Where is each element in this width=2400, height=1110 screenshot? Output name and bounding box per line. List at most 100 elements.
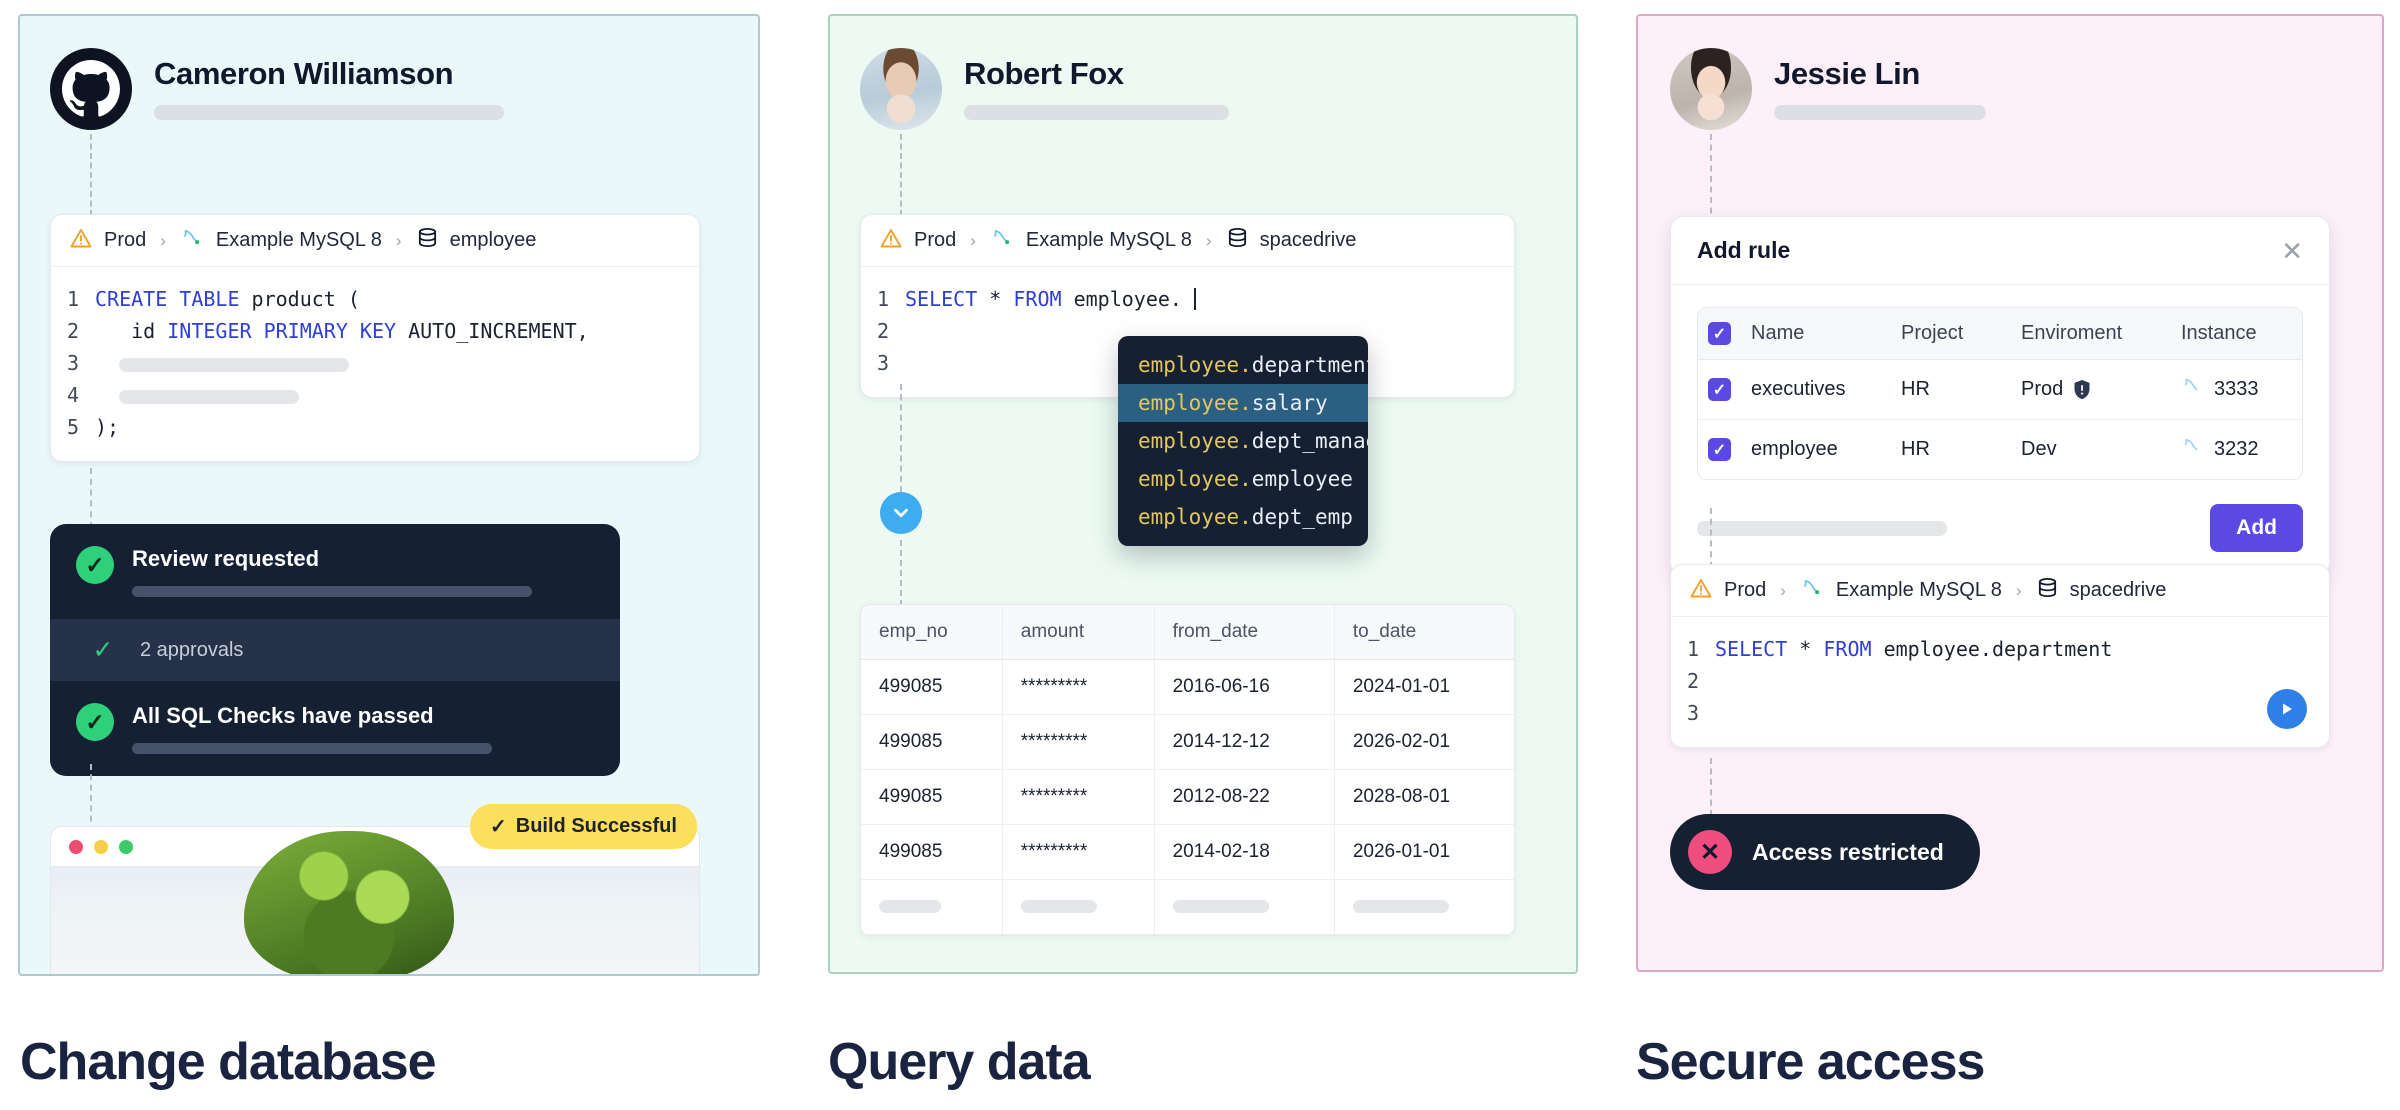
code-skeleton [95,347,350,379]
cell-name: executives [1741,359,1891,420]
dialog-title: Add rule [1697,237,1791,263]
connector-line [1710,758,1712,816]
checkbox-checked-icon[interactable]: ✓ [1708,438,1731,461]
breadcrumb-env[interactable]: Prod [1724,579,1767,601]
column-header-name[interactable]: Name [1741,308,1891,360]
caption-query-data: Query data [828,1033,1091,1091]
user-subtitle-placeholder [154,105,504,120]
code-text: CREATE TABLE product ( [95,287,360,311]
breadcrumb-database[interactable]: employee [449,229,537,251]
chevron-down-icon[interactable] [880,492,922,534]
line-number: 1 [1686,637,1699,661]
autocomplete-option-selected[interactable]: employee.salary [1118,384,1368,422]
instance-port: 3333 [2214,378,2259,400]
preview-browser-window [50,826,700,974]
cell-to-date: 2026-01-01 [1334,824,1514,880]
table-row: 499085 ********* 2014-02-18 2026-01-01 [861,824,1514,880]
add-rule-dialog: Add rule ✕ ✓ Name Project Enviroment [1670,216,2330,577]
column-header-environment[interactable]: Enviroment [2011,308,2171,360]
user-subtitle-placeholder [964,105,1229,120]
user-name: Cameron Williamson [154,56,454,91]
line-number: 5 [66,415,79,439]
breadcrumb-separator: › [160,230,166,250]
breadcrumb-env[interactable]: Prod [914,229,957,251]
check-icon: ✓ [92,636,114,664]
select-all-cell[interactable]: ✓ [1698,308,1741,360]
sql-code-block[interactable]: 1 CREATE TABLE product ( 2 id INTEGER PRI… [51,267,699,461]
column-header[interactable]: emp_no [861,605,1003,660]
mysql-dolphin-icon [2181,435,2205,464]
close-icon[interactable]: ✕ [2281,235,2303,266]
checkbox-checked-icon[interactable]: ✓ [1708,378,1731,401]
column-header[interactable]: to_date [1334,605,1514,660]
sql-code-block[interactable]: 1 SELECT * FROM employee.department 2 3 [1671,617,2329,747]
cell-amount: ********* [1002,769,1155,825]
table-row-loading [861,879,1514,935]
breadcrumb-separator: › [970,230,976,250]
caption-secure-access: Secure access [1636,1033,1985,1091]
sql-code-block[interactable]: 1 SELECT * FROM employee. 2 3 [861,267,1514,397]
row-checkbox-cell[interactable]: ✓ [1698,359,1741,420]
review-status-card: ✓ Review requested ✓ 2 approvals ✓ All S… [50,524,620,776]
cell-project: HR [1891,359,2011,420]
autocomplete-option[interactable]: employee.dept_manager [1138,429,1368,453]
cell-skeleton [1154,879,1335,935]
rules-table[interactable]: ✓ Name Project Enviroment Instance ✓ [1697,307,2303,480]
review-detail-placeholder [132,586,532,597]
breadcrumb[interactable]: Prod › Example MySQL 8 › spacedrive [1671,565,2329,617]
connector-line [1710,508,1712,568]
row-checkbox-cell[interactable]: ✓ [1698,420,1741,480]
breadcrumb-env[interactable]: Prod [104,229,147,251]
window-close-dot[interactable] [69,839,83,854]
code-line: 3 [1671,697,2329,729]
user-name: Robert Fox [964,56,1124,91]
breadcrumb-database[interactable]: spacedrive [2069,579,2167,601]
table-header-row: emp_no amount from_date to_date [861,605,1514,660]
column-header-project[interactable]: Project [1891,308,2011,360]
approvals-label: 2 approvals [140,638,244,661]
cell-from-date: 2014-02-18 [1154,824,1335,880]
toast-label: Access restricted [1752,838,1944,865]
line-number: 2 [876,319,889,343]
breadcrumb-connection[interactable]: Example MySQL 8 [215,229,382,251]
column-header[interactable]: from_date [1154,605,1335,660]
mysql-dolphin-icon [180,226,205,256]
breadcrumb[interactable]: Prod › Example MySQL 8 › spacedrive [861,215,1514,267]
avatar [860,48,942,130]
tree-photo [244,831,455,974]
breadcrumb-database[interactable]: spacedrive [1259,229,1357,251]
autocomplete-option[interactable]: employee.employee [1138,467,1353,491]
column-header[interactable]: amount [1002,605,1155,660]
breadcrumb-connection[interactable]: Example MySQL 8 [1025,229,1192,251]
window-minimize-dot[interactable] [94,839,108,854]
code-text: SELECT * FROM employee.department [1715,637,2113,661]
breadcrumb-connection[interactable]: Example MySQL 8 [1835,579,2002,601]
warning-triangle-icon [1689,576,1713,606]
sql-editor-card: Prod › Example MySQL 8 › spacedrive 1 SEL… [860,214,1515,398]
review-row-requested: ✓ Review requested [50,524,620,619]
code-line: 2 id INTEGER PRIMARY KEY AUTO_INCREMENT, [51,315,699,347]
code-text: SELECT * FROM employee. [905,287,1196,311]
cell-amount: ********* [1002,659,1155,715]
checkbox-checked-icon[interactable]: ✓ [1708,322,1731,345]
breadcrumb[interactable]: Prod › Example MySQL 8 › employee [51,215,699,267]
line-number: 3 [66,351,79,375]
autocomplete-option[interactable]: employee.department [1138,353,1368,377]
column-header-instance[interactable]: Instance [2171,308,2302,360]
database-cylinder-icon [1226,226,1249,255]
connector-line [900,540,902,606]
query-results-table[interactable]: emp_no amount from_date to_date 499085 *… [860,604,1515,936]
autocomplete-dropdown[interactable]: employee.department employee.salary empl… [1118,336,1368,546]
code-text [1715,665,1727,697]
play-icon[interactable] [2267,689,2307,729]
footer-placeholder [1697,520,1947,536]
cell-environment: Prod [2011,359,2171,420]
add-button[interactable]: Add [2210,504,2303,552]
window-maximize-dot[interactable] [119,839,133,854]
check-icon: ✓ [76,703,114,741]
code-skeleton [95,379,300,411]
table-row: 499085 ********* 2016-06-16 2024-01-01 [861,659,1514,715]
autocomplete-option[interactable]: employee.dept_emp [1138,505,1353,529]
preview-screenshot [51,831,699,974]
build-status-label: Build Successful [515,815,677,837]
